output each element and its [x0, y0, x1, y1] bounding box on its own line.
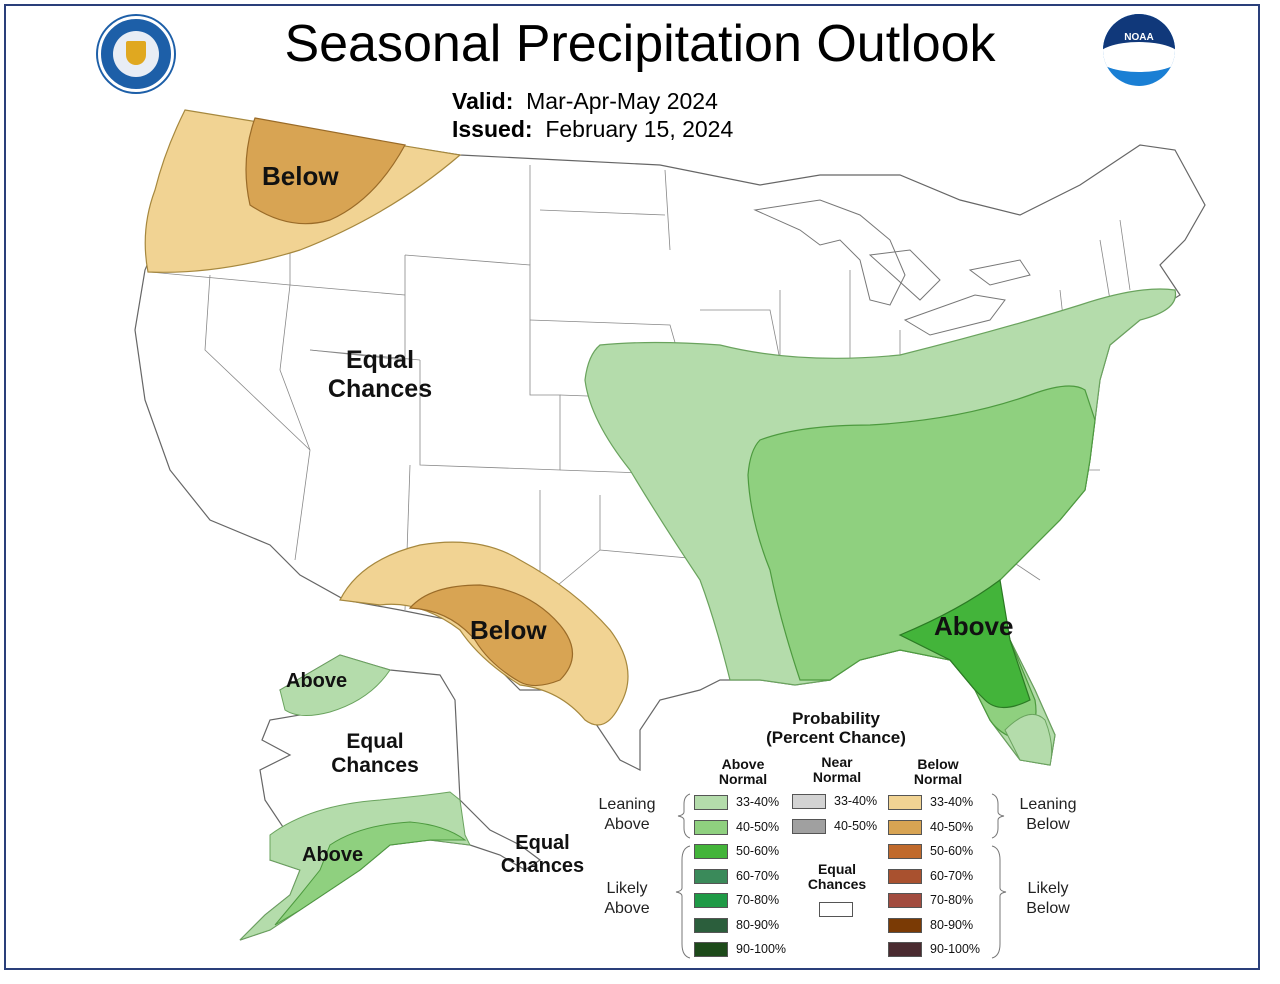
valid-value: Mar-Apr-May 2024	[526, 88, 718, 114]
legend-leaning-above: Leaning Above	[594, 795, 660, 835]
legend-likely-below-line1: Likely	[1027, 880, 1069, 897]
legend-above-swatch-6	[694, 942, 728, 957]
label-ak-ec-line2: Chances	[331, 754, 419, 778]
label-ak-se-ec-line2: Chances	[500, 855, 585, 877]
legend-above-label-3: 60-70%	[736, 868, 780, 883]
legend-above-label-0: 33-40%	[736, 795, 780, 809]
legend-col-near-line2: Normal	[812, 769, 862, 786]
legend-col-below: Below Normal	[903, 756, 973, 788]
legend-likely-above-line2: Above	[604, 900, 650, 917]
legend-equal-swatch	[819, 902, 853, 917]
legend-below-swatch-0	[888, 795, 922, 810]
label-ak-ec-line1: Equal	[346, 730, 404, 753]
legend-below-swatch-3	[888, 868, 922, 884]
legend-leaning-above-line2: Above	[604, 816, 650, 833]
legend-below-label-4: 70-80%	[930, 893, 974, 907]
legend-below-swatch-2	[888, 844, 922, 859]
legend-col-near-line1: Near	[821, 754, 853, 770]
label-sw-below: Below	[470, 615, 547, 645]
legend-above-label-5: 80-90%	[736, 917, 780, 932]
legend-above-swatch-4	[694, 893, 728, 908]
legend-title: Probability (Percent Chance)	[736, 709, 936, 747]
legend-above-label-1: 40-50%	[736, 819, 780, 834]
legend-below-label-5: 80-90%	[930, 917, 974, 932]
great-lakes	[753, 199, 1031, 336]
valid-line: Valid: Mar-Apr-May 2024	[452, 88, 718, 115]
alaska-south-above-40-50	[274, 821, 467, 926]
legend-equal-line2: Chances	[807, 876, 867, 893]
issued-line: Issued: February 15, 2024	[452, 116, 733, 143]
legend-below-swatch-5	[888, 917, 922, 933]
se-above-50-60	[898, 578, 1031, 709]
legend-below-swatch-4	[888, 893, 922, 908]
issued-label: Issued:	[452, 116, 533, 142]
label-ak-se-ec: Equal Chances	[490, 832, 595, 878]
legend-near-swatch-0	[792, 794, 826, 809]
legend-above-label-2: 50-60%	[736, 844, 780, 858]
label-west-ec-line1: Equal	[345, 346, 415, 374]
legend-leaning-below: Leaning Below	[1014, 795, 1082, 835]
label-ak-above-north: Above	[286, 670, 348, 692]
legend-above-label-6: 90-100%	[736, 942, 787, 956]
legend-above-label-4: 70-80%	[736, 893, 780, 907]
legend-col-near: Near Normal	[802, 754, 872, 786]
legend-likely-above: Likely Above	[594, 879, 660, 919]
legend-title-line1: Probability	[792, 709, 880, 728]
legend-above-swatch-0	[694, 795, 728, 810]
legend-leaning-below-line1: Leaning	[1019, 796, 1077, 813]
legend-below-label-3: 60-70%	[930, 868, 974, 883]
legend-col-above: Above Normal	[708, 756, 778, 788]
legend-leaning-above-line1: Leaning	[598, 796, 656, 813]
legend-near-label-1: 40-50%	[834, 818, 878, 833]
legend-title-line2: (Percent Chance)	[766, 727, 906, 747]
east-above-40-50	[747, 385, 1096, 741]
label-ak-se-ec-line1: Equal	[515, 832, 570, 854]
legend-equal-chances: Equal Chances	[800, 861, 874, 893]
sw-below-40-50	[408, 584, 573, 687]
legend-above-swatch-1	[694, 819, 728, 835]
legend-col-above-line1: Above	[721, 756, 765, 772]
legend-likely-above-line1: Likely	[606, 880, 648, 897]
label-west-ec-line2: Chances	[327, 374, 433, 403]
legend-above-swatch-2	[694, 844, 728, 859]
valid-label: Valid:	[452, 88, 514, 114]
legend-col-below-line2: Normal	[913, 771, 963, 788]
label-ak-above-south: Above	[302, 844, 364, 866]
label-nw-below: Below	[262, 161, 339, 191]
legend-near-swatch-1	[792, 818, 826, 834]
legend-likely-below: Likely Below	[1014, 879, 1082, 919]
legend-below-swatch-6	[888, 942, 922, 957]
legend-col-above-line2: Normal	[718, 771, 768, 788]
label-se-above: Above	[934, 611, 1014, 641]
noaa-logo-icon: NOAA	[1103, 14, 1175, 86]
noaa-logo-text: NOAA	[1124, 32, 1154, 43]
legend-below-label-6: 90-100%	[930, 942, 981, 956]
label-ak-ec: Equal Chances	[315, 730, 435, 778]
issued-value: February 15, 2024	[545, 116, 734, 142]
label-west-ec: Equal Chances	[300, 346, 460, 404]
fl-tip-leaning	[1004, 713, 1053, 766]
legend-below-label-0: 33-40%	[930, 795, 974, 809]
legend-equal-line1: Equal	[817, 861, 857, 877]
legend-below-label-2: 50-60%	[930, 844, 974, 858]
legend-likely-below-line2: Below	[1026, 900, 1070, 917]
nw-below-40-50	[245, 117, 406, 225]
legend-above-swatch-3	[694, 868, 728, 884]
legend-leaning-below-line2: Below	[1026, 816, 1070, 833]
alaska-north-above	[279, 654, 391, 716]
legend-below-swatch-1	[888, 819, 922, 835]
legend-above-swatch-5	[694, 917, 728, 933]
legend-col-below-line1: Below	[917, 756, 959, 772]
legend-near-label-0: 33-40%	[834, 794, 878, 808]
legend-below-label-1: 40-50%	[930, 819, 974, 834]
dept-commerce-seal-icon	[98, 16, 174, 92]
page-title: Seasonal Precipitation Outlook	[284, 15, 996, 73]
